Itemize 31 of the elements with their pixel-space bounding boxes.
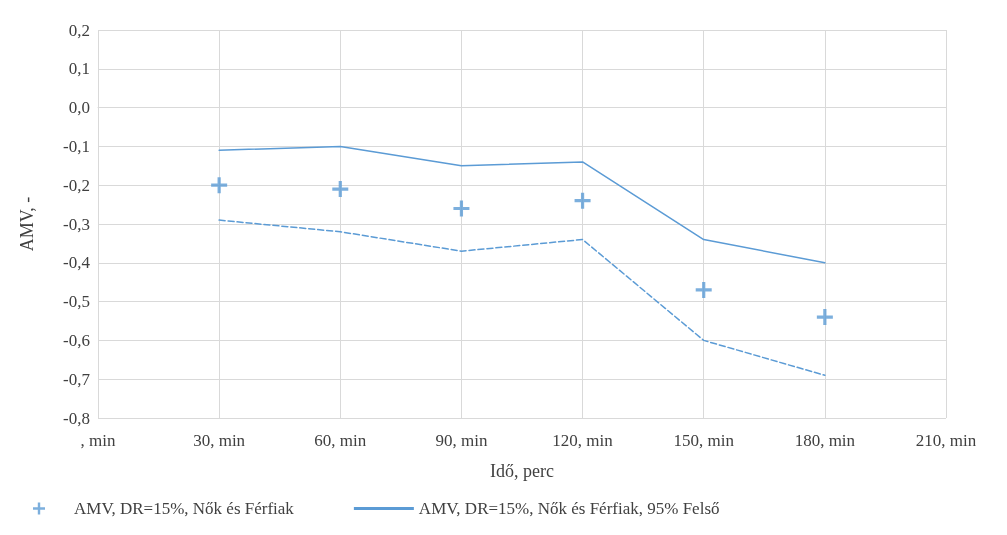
x-tick-label: 30, min bbox=[193, 431, 246, 450]
x-tick-label: 150, min bbox=[673, 431, 735, 450]
point bbox=[816, 309, 833, 326]
x-tick-label: 60, min bbox=[314, 431, 367, 450]
y-tick-label: -0,5 bbox=[63, 292, 90, 312]
y-tick-label: -0,3 bbox=[63, 214, 90, 234]
point bbox=[332, 181, 349, 198]
legend-label: AMV, DR=15%, Nők és Férfiak bbox=[74, 499, 295, 518]
y-tick-label: 0,0 bbox=[68, 98, 90, 118]
point bbox=[211, 177, 228, 194]
x-tick-label: 210, min bbox=[915, 431, 977, 450]
line-series bbox=[218, 219, 826, 377]
y-tick-label: -0,2 bbox=[63, 175, 90, 195]
x-tick-label: 90, min bbox=[435, 431, 488, 450]
x-axis-title: Idő, perc bbox=[490, 461, 554, 481]
point bbox=[574, 192, 591, 209]
y-tick-label: 0,1 bbox=[68, 59, 90, 79]
x-tick-label: , min bbox=[80, 431, 116, 450]
line-series bbox=[218, 145, 826, 264]
point bbox=[695, 281, 712, 298]
point bbox=[453, 200, 470, 217]
y-tick-label: -0,6 bbox=[63, 330, 90, 350]
y-tick-label: 0,2 bbox=[68, 20, 90, 40]
y-tick-label: -0,7 bbox=[63, 369, 91, 389]
y-tick-label: -0,1 bbox=[63, 136, 90, 156]
x-tick-label: 120, min bbox=[552, 431, 614, 450]
y-axis-title: AMV, - bbox=[17, 196, 37, 252]
y-tick-label: -0,4 bbox=[63, 253, 91, 273]
legend-label: AMV, DR=15%, Nők és Férfiak, 95% Felső bbox=[418, 499, 720, 518]
y-tick-label: -0,8 bbox=[63, 408, 90, 428]
x-tick-label: 180, min bbox=[794, 431, 856, 450]
